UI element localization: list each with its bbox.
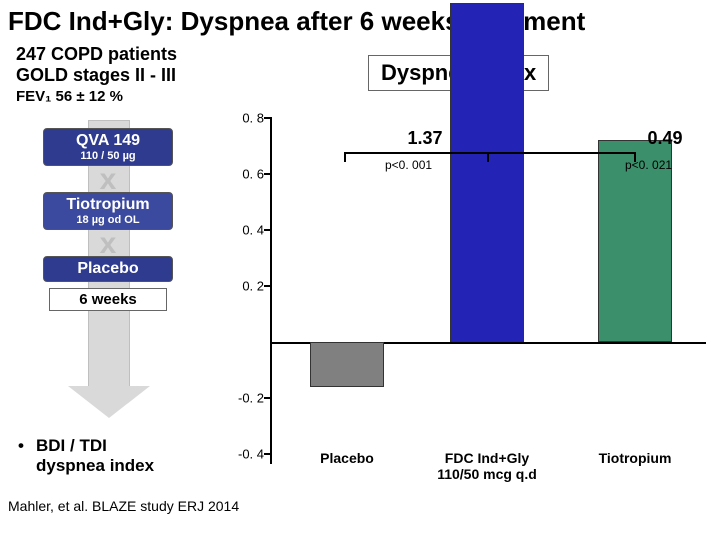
y-tick-mark — [264, 453, 272, 455]
category-label: Placebo — [277, 450, 417, 466]
subtitle-line2: GOLD stages II - III — [16, 65, 177, 86]
reference-citation: Mahler, et al. BLAZE study ERJ 2014 — [8, 498, 239, 514]
arm-qva: QVA 149 110 / 50 µg — [43, 128, 173, 166]
y-tick-mark — [264, 397, 272, 399]
arm-qva-title: QVA 149 — [48, 132, 168, 150]
significance-p: p<0. 001 — [385, 158, 475, 172]
arrow-head-icon — [68, 386, 150, 418]
subtitle-line3: FEV₁ 56 ± 12 % — [16, 88, 177, 105]
bar — [310, 342, 384, 387]
weeks-box: 6 weeks — [49, 288, 167, 311]
significance-delta: 0.49 — [625, 128, 705, 149]
arm-tio: Tiotropium 18 µg od OL — [43, 192, 173, 230]
bar — [450, 3, 524, 342]
y-tick-mark — [264, 229, 272, 231]
subtitle-block: 247 COPD patients GOLD stages II - III F… — [16, 44, 177, 105]
bullet-dot-icon: • — [18, 436, 36, 456]
significance-bar — [345, 152, 488, 154]
y-tick-mark — [264, 173, 272, 175]
arm-qva-sub: 110 / 50 µg — [48, 150, 168, 162]
significance-delta: 1.37 — [385, 128, 465, 149]
bullet-bdi-tdi: •BDI / TDI dyspnea index — [18, 436, 228, 476]
significance-p: p<0. 021 — [625, 158, 715, 172]
subtitle-line1: 247 COPD patients — [16, 44, 177, 65]
arm-placebo: Placebo — [43, 256, 173, 282]
arm-tio-sub: 18 µg od OL — [48, 214, 168, 226]
study-arms-column: QVA 149 110 / 50 µg x Tiotropium 18 µg o… — [28, 128, 188, 311]
dyspnea-bar-chart: 0. 80. 60. 40. 2-0. 2-0. 4 PlaceboFDC In… — [230, 118, 708, 508]
page-title: FDC Ind+Gly: Dyspnea after 6 weeks treat… — [0, 0, 720, 39]
significance-bar — [488, 152, 635, 154]
y-tick-mark — [264, 117, 272, 119]
significance-tick — [344, 152, 346, 162]
arm-tio-title: Tiotropium — [48, 196, 168, 214]
bullet-l1: BDI / TDI — [36, 436, 107, 456]
y-tick-mark — [264, 285, 272, 287]
significance-tick — [487, 152, 489, 162]
y-axis — [270, 118, 272, 464]
cross-sep: x — [28, 234, 188, 254]
category-label: FDC Ind+Gly110/50 mcg q.d — [417, 450, 557, 482]
bullet-l2: dyspnea index — [36, 456, 154, 476]
cross-sep: x — [28, 170, 188, 190]
category-label: Tiotropium — [565, 450, 705, 466]
arm-placebo-title: Placebo — [48, 260, 168, 278]
